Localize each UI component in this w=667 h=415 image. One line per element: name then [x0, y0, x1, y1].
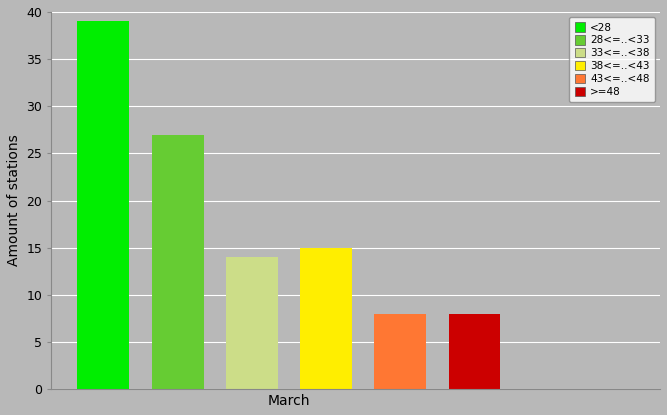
Legend: <28, 28<=..<33, 33<=..<38, 38<=..<43, 43<=..<48, >=48: <28, 28<=..<33, 33<=..<38, 38<=..<43, 43…: [570, 17, 655, 102]
Bar: [300, 248, 352, 389]
Bar: [151, 134, 203, 389]
Bar: [77, 22, 129, 389]
Y-axis label: Amount of stations: Amount of stations: [7, 135, 21, 266]
Bar: [448, 314, 500, 389]
Bar: [226, 257, 277, 389]
Bar: [374, 314, 426, 389]
